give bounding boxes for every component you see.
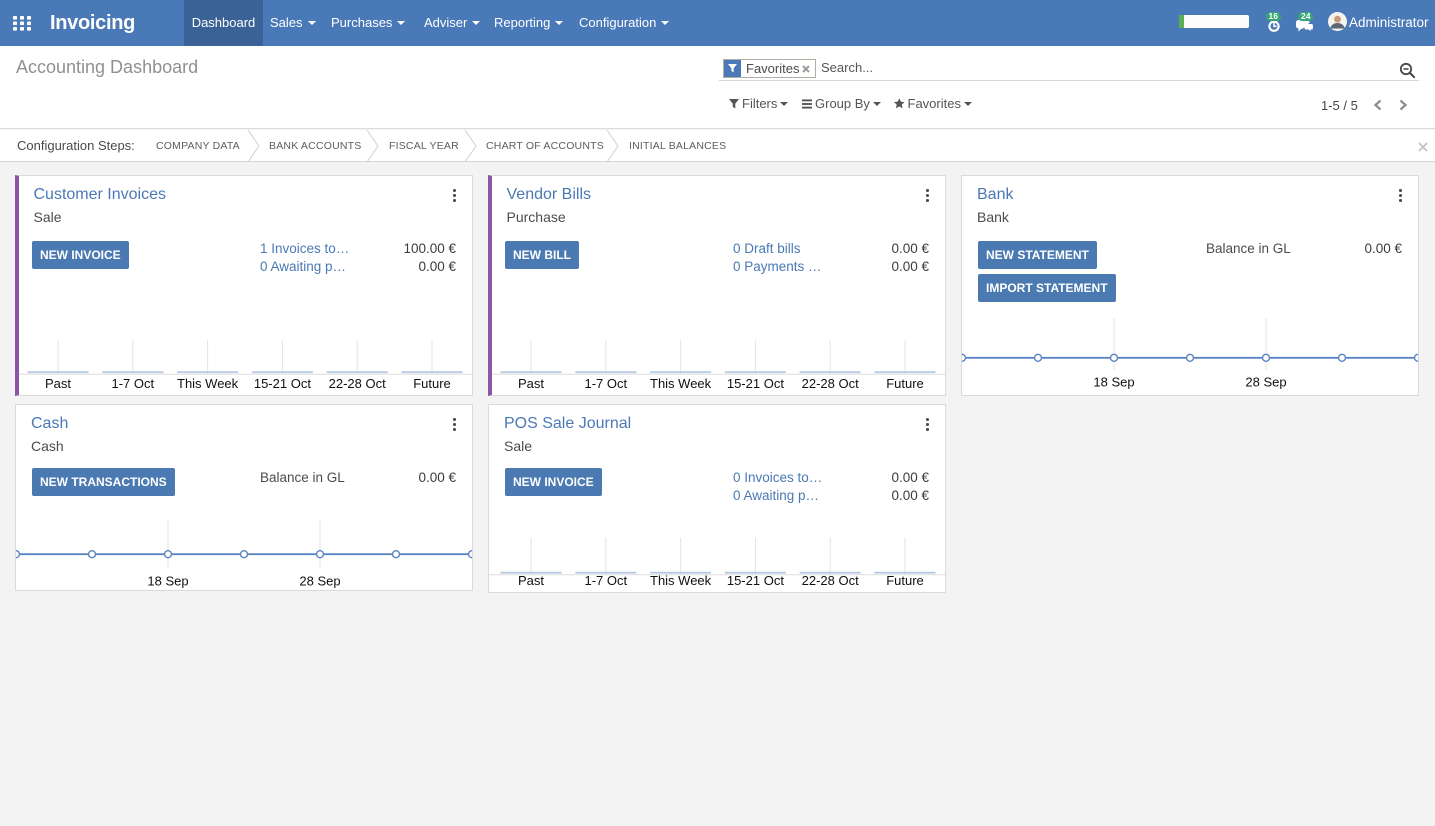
svg-text:22-28 Oct: 22-28 Oct (802, 376, 859, 391)
svg-text:22-28 Oct: 22-28 Oct (802, 573, 859, 588)
svg-text:15-21 Oct: 15-21 Oct (254, 376, 311, 391)
svg-text:1-7 Oct: 1-7 Oct (584, 573, 627, 588)
svg-text:28 Sep: 28 Sep (1245, 375, 1286, 390)
svg-text:22-28 Oct: 22-28 Oct (329, 376, 386, 391)
svg-text:This Week: This Week (650, 376, 712, 391)
svg-text:Past: Past (518, 376, 544, 391)
svg-text:Past: Past (45, 376, 71, 391)
svg-text:15-21 Oct: 15-21 Oct (727, 376, 784, 391)
svg-text:This Week: This Week (650, 573, 712, 588)
svg-text:Future: Future (886, 573, 924, 588)
svg-text:18 Sep: 18 Sep (147, 574, 188, 589)
svg-text:15-21 Oct: 15-21 Oct (727, 573, 784, 588)
svg-text:28 Sep: 28 Sep (299, 574, 340, 589)
svg-text:18 Sep: 18 Sep (1093, 375, 1134, 390)
svg-text:Future: Future (413, 376, 451, 391)
svg-text:This Week: This Week (177, 376, 239, 391)
svg-text:Past: Past (518, 573, 544, 588)
svg-text:1-7 Oct: 1-7 Oct (111, 376, 154, 391)
svg-text:1-7 Oct: 1-7 Oct (584, 376, 627, 391)
svg-text:Future: Future (886, 376, 924, 391)
